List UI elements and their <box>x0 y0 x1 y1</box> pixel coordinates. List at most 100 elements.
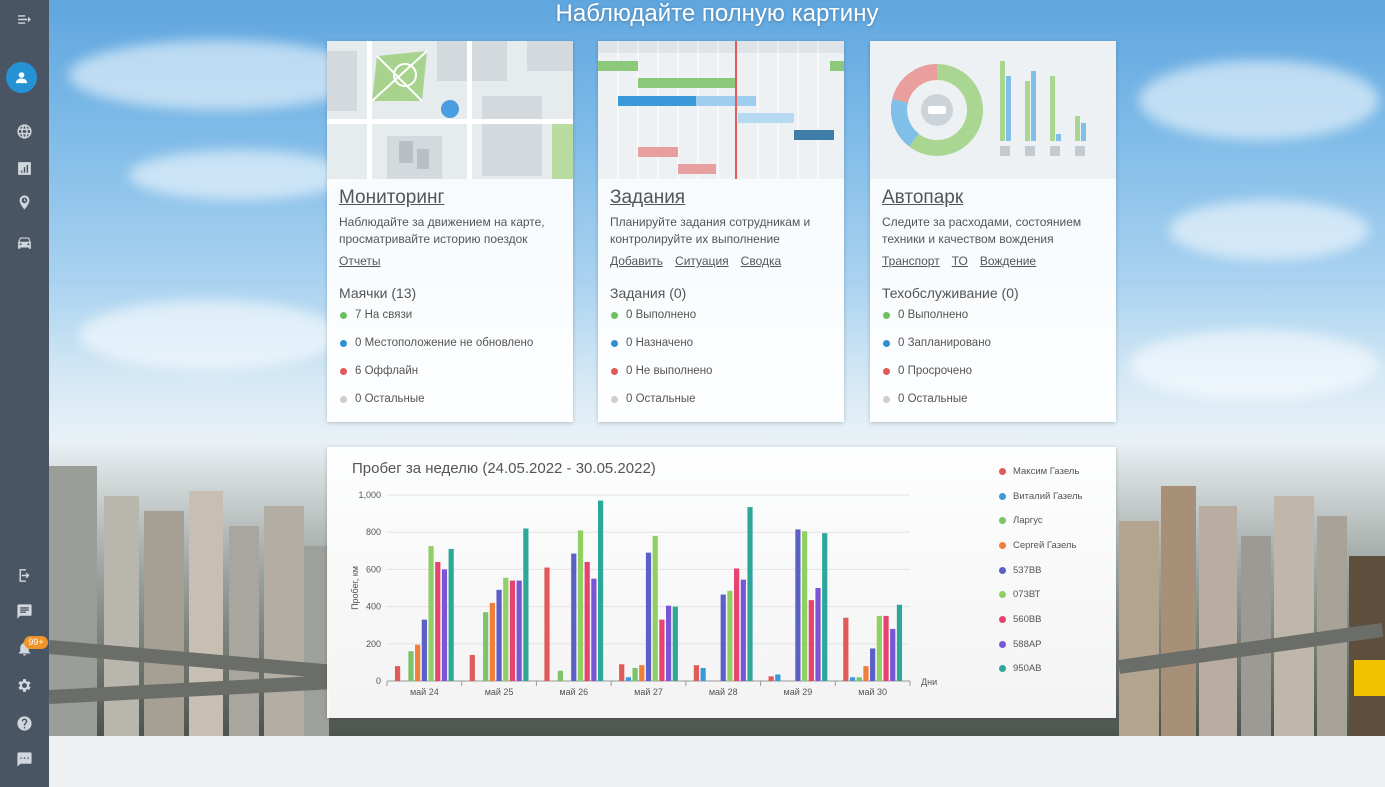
stat-item: 0 Не выполнено <box>611 365 712 377</box>
sidebar: 99+ <box>0 0 49 787</box>
messages-button[interactable] <box>0 596 49 626</box>
card-description: Следите за расходами, состоянием техники… <box>882 215 1082 246</box>
legend-item[interactable]: 588АР <box>999 632 1082 657</box>
chart-bar <box>421 619 427 681</box>
stat-item: 0 Остальные <box>883 393 968 405</box>
transport-link[interactable]: Транспорт <box>882 254 940 268</box>
chart-bar <box>747 507 753 681</box>
card-links: Отчеты <box>339 254 380 268</box>
chart-bar <box>639 665 645 681</box>
logout-button[interactable] <box>0 560 49 590</box>
chart-bar <box>496 589 502 681</box>
legend-item[interactable]: 537ВВ <box>999 558 1082 583</box>
legend-item[interactable]: Сергей Газель <box>999 533 1082 558</box>
chart-bar <box>740 579 746 681</box>
stat-label: 0 Назначено <box>626 337 694 349</box>
legend-item[interactable]: Ларгус <box>999 508 1082 533</box>
legend-dot <box>999 517 1006 525</box>
y-tick-label: 1,000 <box>358 490 381 500</box>
help-button[interactable] <box>0 708 49 738</box>
collapse-menu-button[interactable] <box>0 4 49 34</box>
chart-bar <box>802 531 808 681</box>
globe-icon <box>17 123 32 139</box>
maintenance-link[interactable]: ТО <box>951 254 968 268</box>
chart-bar <box>415 644 421 681</box>
status-dot <box>883 339 890 347</box>
chart-bar <box>693 665 700 681</box>
chart-bar <box>652 535 658 681</box>
legend-dot <box>999 615 1006 623</box>
chart-bar <box>870 648 876 681</box>
card-links: Добавить Ситуация Сводка <box>610 254 781 268</box>
sidebar-item-fleet[interactable] <box>0 227 49 257</box>
settings-button[interactable] <box>0 670 49 700</box>
car-icon <box>18 237 31 249</box>
chart-bar <box>666 605 672 681</box>
status-dot <box>611 339 618 347</box>
status-dot <box>611 311 618 319</box>
situation-link[interactable]: Ситуация <box>675 254 729 268</box>
legend-item[interactable]: 560ВВ <box>999 607 1082 632</box>
chart-bar <box>619 664 625 681</box>
chart-bar <box>896 604 903 681</box>
card-title[interactable]: Автопарк <box>882 187 964 208</box>
logout-icon <box>19 568 30 582</box>
sidebar-item-reports[interactable] <box>0 153 49 183</box>
gantt-illustration <box>598 41 844 179</box>
chat-icon <box>17 751 32 767</box>
legend-dot <box>999 640 1006 648</box>
x-tick-label: май 24 <box>410 687 439 697</box>
stat-label: 0 Выполнено <box>626 309 697 321</box>
chart-bar <box>863 666 869 681</box>
card-subtitle: Техобслуживание (0) <box>882 285 1019 301</box>
legend-label: Виталий Газель <box>1013 490 1083 502</box>
reports-link[interactable]: Отчеты <box>339 254 381 268</box>
status-dot <box>883 395 890 403</box>
chart-bar <box>509 580 516 681</box>
chart-title: Пробег за неделю (24.05.2022 - 30.05.202… <box>352 460 656 477</box>
card-title[interactable]: Задания <box>610 187 686 208</box>
legend-item[interactable]: 950АВ <box>999 657 1082 682</box>
chart-bar <box>727 590 733 681</box>
chart-bar <box>625 677 631 681</box>
status-dot <box>611 395 618 403</box>
status-dot <box>883 311 890 319</box>
map-illustration <box>327 41 573 179</box>
legend-item[interactable]: Максим Газель <box>999 459 1082 484</box>
legend-label: 950АВ <box>1013 663 1042 675</box>
add-task-link[interactable]: Добавить <box>610 254 664 268</box>
y-tick-label: 600 <box>366 564 381 574</box>
card-description: Наблюдайте за движением на карте, просма… <box>339 215 545 246</box>
chart-bar <box>441 569 448 681</box>
y-tick-label: 200 <box>366 639 381 649</box>
chart-bar <box>645 552 652 681</box>
driving-link[interactable]: Вождение <box>979 254 1037 268</box>
chart-bar <box>876 615 882 681</box>
chart-bar <box>577 530 584 681</box>
menu-collapse-icon <box>18 14 31 24</box>
chart-bar <box>571 553 577 681</box>
monitoring-card: Мониторинг Наблюдайте за движением на ка… <box>327 41 573 422</box>
message-icon <box>17 603 32 619</box>
stat-label: 0 Не выполнено <box>626 365 713 377</box>
card-title[interactable]: Мониторинг <box>339 187 445 208</box>
location-clock-icon <box>19 194 30 210</box>
stat-item: 6 Оффлайн <box>340 365 418 377</box>
chart-bar <box>890 628 896 681</box>
chart-bar <box>883 615 889 681</box>
user-avatar[interactable] <box>6 62 37 93</box>
legend-label: 537ВВ <box>1013 564 1042 576</box>
y-tick-label: 0 <box>376 676 381 686</box>
legend-item[interactable]: Виталий Газель <box>999 484 1082 509</box>
sidebar-item-tasks[interactable] <box>0 187 49 217</box>
bar-chart-icon <box>18 161 31 175</box>
chart-bar <box>435 561 441 681</box>
chat-button[interactable] <box>0 744 49 774</box>
chart-bar <box>843 617 849 681</box>
legend-item[interactable]: 073ВТ <box>999 582 1082 607</box>
status-dot <box>611 367 618 375</box>
sidebar-item-monitoring[interactable] <box>0 116 49 146</box>
legend-dot <box>999 665 1006 673</box>
summary-link[interactable]: Сводка <box>740 254 782 268</box>
chart-bar <box>734 568 740 681</box>
